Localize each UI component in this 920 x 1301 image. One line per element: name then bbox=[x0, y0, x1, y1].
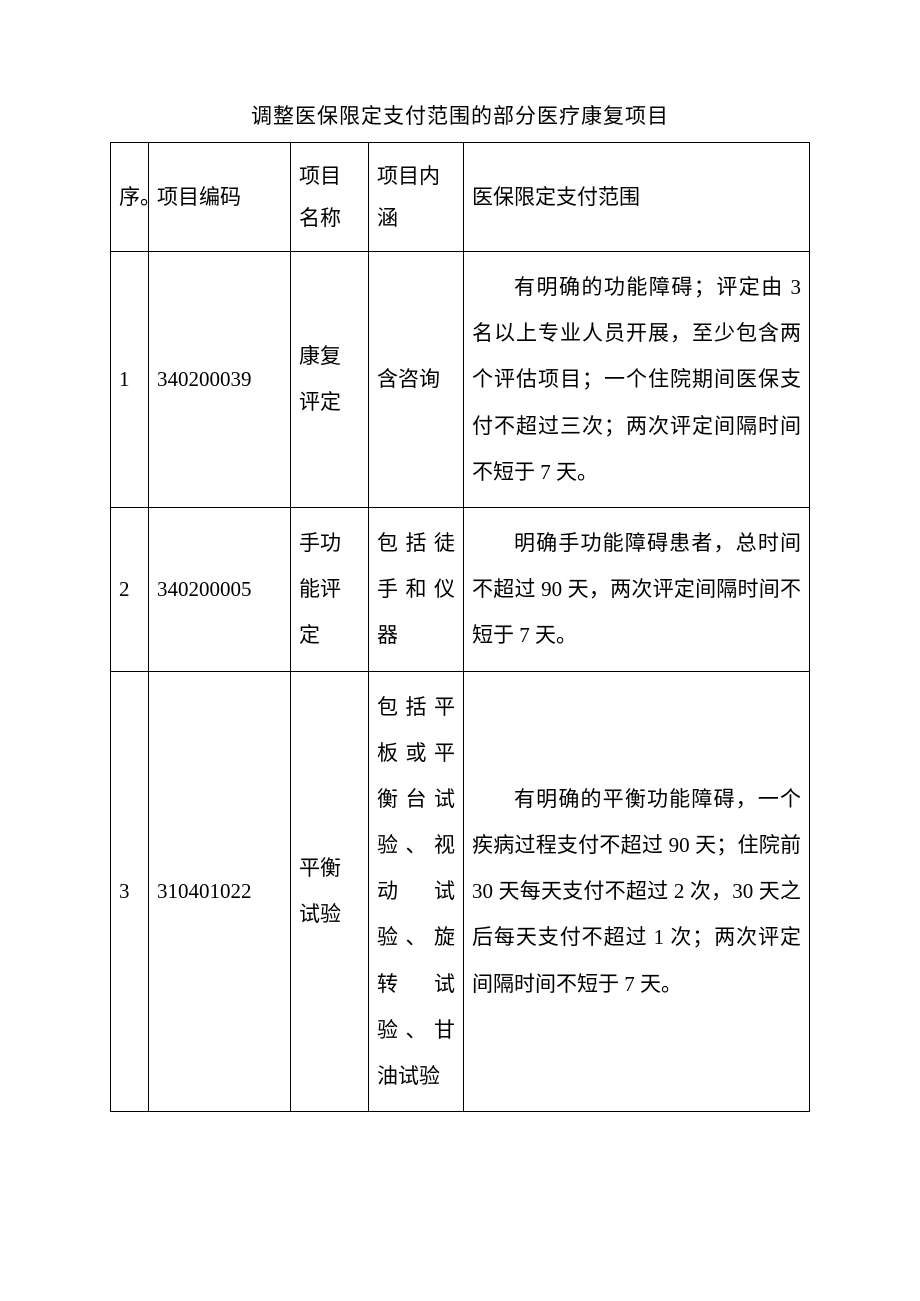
table-row: 2 340200005 手功能评定 包括徒手和仪器 明确手功能障碍患者，总时间不… bbox=[111, 507, 810, 671]
cell-content: 含咨询 bbox=[369, 252, 464, 508]
page-title: 调整医保限定支付范围的部分医疗康复项目 bbox=[110, 100, 810, 130]
table-row: 1 340200039 康复评定 含咨询 有明确的功能障碍；评定由 3 名以上专… bbox=[111, 252, 810, 508]
cell-name: 康复评定 bbox=[291, 252, 369, 508]
cell-code: 340200005 bbox=[149, 507, 291, 671]
cell-scope: 有明确的平衡功能障碍，一个疾病过程支付不超过 90 天；住院前 30 天每天支付… bbox=[464, 671, 810, 1112]
cell-name: 手功能评定 bbox=[291, 507, 369, 671]
cell-seq: 1 bbox=[111, 252, 149, 508]
cell-seq: 3 bbox=[111, 671, 149, 1112]
cell-code: 340200039 bbox=[149, 252, 291, 508]
cell-content: 包括平板或平衡台试验、视动试验、旋转试验、甘油试验 bbox=[369, 671, 464, 1112]
header-name: 项目名称 bbox=[291, 143, 369, 252]
cell-code: 310401022 bbox=[149, 671, 291, 1112]
header-seq: 序。 bbox=[111, 143, 149, 252]
table-row: 3 310401022 平衡试验 包括平板或平衡台试验、视动试验、旋转试验、甘油… bbox=[111, 671, 810, 1112]
header-code: 项目编码 bbox=[149, 143, 291, 252]
cell-name: 平衡试验 bbox=[291, 671, 369, 1112]
table-header-row: 序。 项目编码 项目名称 项目内涵 医保限定支付范围 bbox=[111, 143, 810, 252]
rehab-items-table: 序。 项目编码 项目名称 项目内涵 医保限定支付范围 1 340200039 康… bbox=[110, 142, 810, 1112]
header-scope: 医保限定支付范围 bbox=[464, 143, 810, 252]
header-content: 项目内涵 bbox=[369, 143, 464, 252]
cell-content: 包括徒手和仪器 bbox=[369, 507, 464, 671]
cell-scope: 有明确的功能障碍；评定由 3 名以上专业人员开展，至少包含两个评估项目；一个住院… bbox=[464, 252, 810, 508]
cell-seq: 2 bbox=[111, 507, 149, 671]
cell-scope: 明确手功能障碍患者，总时间不超过 90 天，两次评定间隔时间不短于 7 天。 bbox=[464, 507, 810, 671]
